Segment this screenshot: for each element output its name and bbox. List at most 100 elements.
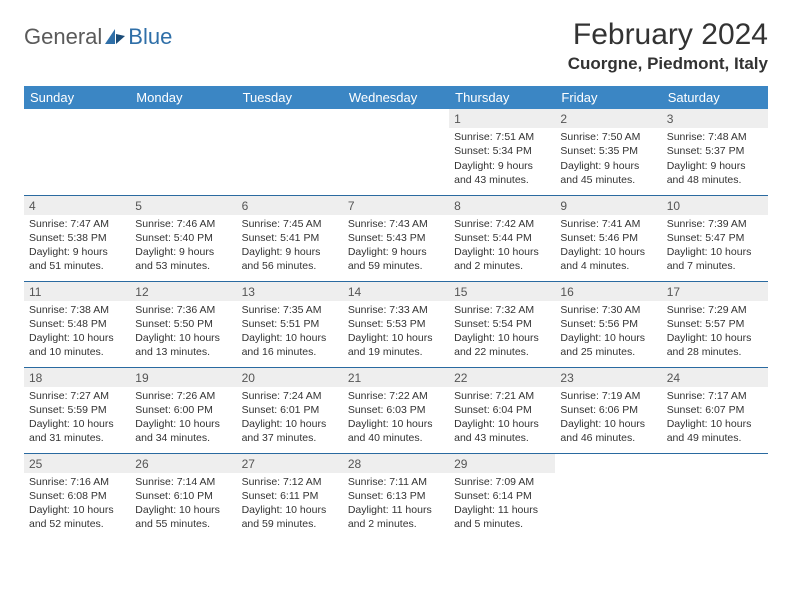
daylight-text: Daylight: 10 hours bbox=[667, 245, 763, 259]
daylight-text: Daylight: 9 hours bbox=[242, 245, 338, 259]
daylight-text: Daylight: 9 hours bbox=[348, 245, 444, 259]
daylight-text: Daylight: 10 hours bbox=[454, 331, 550, 345]
sunrise-text: Sunrise: 7:46 AM bbox=[135, 217, 231, 231]
title-block: February 2024 Cuorgne, Piedmont, Italy bbox=[568, 18, 768, 74]
sunrise-text: Sunrise: 7:29 AM bbox=[667, 303, 763, 317]
calendar-day-cell: 23 Sunrise: 7:19 AMSunset: 6:06 PMDayligh… bbox=[555, 367, 661, 453]
sunrise-text: Sunrise: 7:38 AM bbox=[29, 303, 125, 317]
daylight-text: and 31 minutes. bbox=[29, 431, 125, 445]
sunrise-text: Sunrise: 7:48 AM bbox=[667, 130, 763, 144]
day-number: 23 bbox=[555, 368, 661, 387]
calendar-day-cell: 10Sunrise: 7:39 AMSunset: 5:47 PMDayligh… bbox=[662, 195, 768, 281]
sunset-text: Sunset: 6:03 PM bbox=[348, 403, 444, 417]
daylight-text: and 52 minutes. bbox=[29, 517, 125, 531]
sunrise-text: Sunrise: 7:11 AM bbox=[348, 475, 444, 489]
calendar-day-cell: . bbox=[555, 453, 661, 539]
day-number: 10 bbox=[662, 196, 768, 215]
calendar-day-cell: 14Sunrise: 7:33 AMSunset: 5:53 PMDayligh… bbox=[343, 281, 449, 367]
calendar-body: ....1Sunrise: 7:51 AMSunset: 5:34 PMDayl… bbox=[24, 109, 768, 539]
sunrise-text: Sunrise: 7:09 AM bbox=[454, 475, 550, 489]
day-number: 14 bbox=[343, 282, 449, 301]
calendar-day-cell: 26Sunrise: 7:14 AMSunset: 6:10 PMDayligh… bbox=[130, 453, 236, 539]
day-number: 16 bbox=[555, 282, 661, 301]
daylight-text: and 7 minutes. bbox=[667, 259, 763, 273]
daylight-text: and 51 minutes. bbox=[29, 259, 125, 273]
calendar-day-cell: . bbox=[237, 109, 343, 195]
daylight-text: Daylight: 11 hours bbox=[454, 503, 550, 517]
sunrise-text: Sunrise: 7:12 AM bbox=[242, 475, 338, 489]
daylight-text: and 22 minutes. bbox=[454, 345, 550, 359]
sunset-text: Sunset: 6:14 PM bbox=[454, 489, 550, 503]
day-number: 6 bbox=[237, 196, 343, 215]
daylight-text: Daylight: 10 hours bbox=[242, 417, 338, 431]
sunset-text: Sunset: 5:57 PM bbox=[667, 317, 763, 331]
sunrise-text: Sunrise: 7:17 AM bbox=[667, 389, 763, 403]
sunset-text: Sunset: 5:38 PM bbox=[29, 231, 125, 245]
calendar-day-cell: . bbox=[24, 109, 130, 195]
sunset-text: Sunset: 5:37 PM bbox=[667, 144, 763, 158]
brand-general: General bbox=[24, 24, 102, 50]
daylight-text: and 37 minutes. bbox=[242, 431, 338, 445]
day-number: 4 bbox=[24, 196, 130, 215]
sunset-text: Sunset: 5:47 PM bbox=[667, 231, 763, 245]
daylight-text: Daylight: 10 hours bbox=[667, 417, 763, 431]
calendar-day-cell: 7Sunrise: 7:43 AMSunset: 5:43 PMDaylight… bbox=[343, 195, 449, 281]
location-subtitle: Cuorgne, Piedmont, Italy bbox=[568, 54, 768, 74]
daylight-text: Daylight: 11 hours bbox=[348, 503, 444, 517]
day-number: 7 bbox=[343, 196, 449, 215]
month-title: February 2024 bbox=[568, 18, 768, 52]
day-number: 15 bbox=[449, 282, 555, 301]
weekday-header: Tuesday bbox=[237, 86, 343, 109]
day-number: 28 bbox=[343, 454, 449, 473]
weekday-header: Monday bbox=[130, 86, 236, 109]
day-number: 13 bbox=[237, 282, 343, 301]
daylight-text: and 19 minutes. bbox=[348, 345, 444, 359]
daylight-text: Daylight: 10 hours bbox=[348, 417, 444, 431]
daylight-text: Daylight: 10 hours bbox=[560, 331, 656, 345]
daylight-text: and 2 minutes. bbox=[454, 259, 550, 273]
daylight-text: and 40 minutes. bbox=[348, 431, 444, 445]
daylight-text: and 55 minutes. bbox=[135, 517, 231, 531]
sunrise-text: Sunrise: 7:33 AM bbox=[348, 303, 444, 317]
daylight-text: Daylight: 10 hours bbox=[29, 417, 125, 431]
calendar-week-row: 18Sunrise: 7:27 AMSunset: 5:59 PMDayligh… bbox=[24, 367, 768, 453]
daylight-text: and 48 minutes. bbox=[667, 173, 763, 187]
day-number: 2 bbox=[555, 109, 661, 128]
calendar-day-cell: 18Sunrise: 7:27 AMSunset: 5:59 PMDayligh… bbox=[24, 367, 130, 453]
daylight-text: and 10 minutes. bbox=[29, 345, 125, 359]
calendar-day-cell: 8Sunrise: 7:42 AMSunset: 5:44 PMDaylight… bbox=[449, 195, 555, 281]
daylight-text: Daylight: 9 hours bbox=[454, 159, 550, 173]
daylight-text: and 45 minutes. bbox=[560, 173, 656, 187]
logo-sail-icon bbox=[104, 28, 126, 46]
calendar-day-cell: 16Sunrise: 7:30 AMSunset: 5:56 PMDayligh… bbox=[555, 281, 661, 367]
day-number: 11 bbox=[24, 282, 130, 301]
daylight-text: and 25 minutes. bbox=[560, 345, 656, 359]
sunset-text: Sunset: 5:48 PM bbox=[29, 317, 125, 331]
sunset-text: Sunset: 6:06 PM bbox=[560, 403, 656, 417]
daylight-text: Daylight: 10 hours bbox=[667, 331, 763, 345]
calendar-week-row: 11Sunrise: 7:38 AMSunset: 5:48 PMDayligh… bbox=[24, 281, 768, 367]
calendar-day-cell: 22Sunrise: 7:21 AMSunset: 6:04 PMDayligh… bbox=[449, 367, 555, 453]
daylight-text: and 43 minutes. bbox=[454, 173, 550, 187]
sunrise-text: Sunrise: 7:32 AM bbox=[454, 303, 550, 317]
sunset-text: Sunset: 5:59 PM bbox=[29, 403, 125, 417]
daylight-text: Daylight: 10 hours bbox=[29, 503, 125, 517]
daylight-text: Daylight: 9 hours bbox=[29, 245, 125, 259]
calendar-day-cell: 5Sunrise: 7:46 AMSunset: 5:40 PMDaylight… bbox=[130, 195, 236, 281]
sunset-text: Sunset: 5:56 PM bbox=[560, 317, 656, 331]
daylight-text: Daylight: 10 hours bbox=[560, 417, 656, 431]
daylight-text: Daylight: 10 hours bbox=[348, 331, 444, 345]
daylight-text: Daylight: 10 hours bbox=[29, 331, 125, 345]
sunset-text: Sunset: 6:10 PM bbox=[135, 489, 231, 503]
calendar-day-cell: 17Sunrise: 7:29 AMSunset: 5:57 PMDayligh… bbox=[662, 281, 768, 367]
calendar-day-cell: . bbox=[662, 453, 768, 539]
weekday-header: Saturday bbox=[662, 86, 768, 109]
sunrise-text: Sunrise: 7:22 AM bbox=[348, 389, 444, 403]
sunrise-text: Sunrise: 7:51 AM bbox=[454, 130, 550, 144]
sunset-text: Sunset: 5:41 PM bbox=[242, 231, 338, 245]
day-number: 22 bbox=[449, 368, 555, 387]
daylight-text: Daylight: 9 hours bbox=[560, 159, 656, 173]
daylight-text: Daylight: 10 hours bbox=[454, 245, 550, 259]
sunrise-text: Sunrise: 7:19 AM bbox=[560, 389, 656, 403]
calendar-day-cell: 24Sunrise: 7:17 AMSunset: 6:07 PMDayligh… bbox=[662, 367, 768, 453]
